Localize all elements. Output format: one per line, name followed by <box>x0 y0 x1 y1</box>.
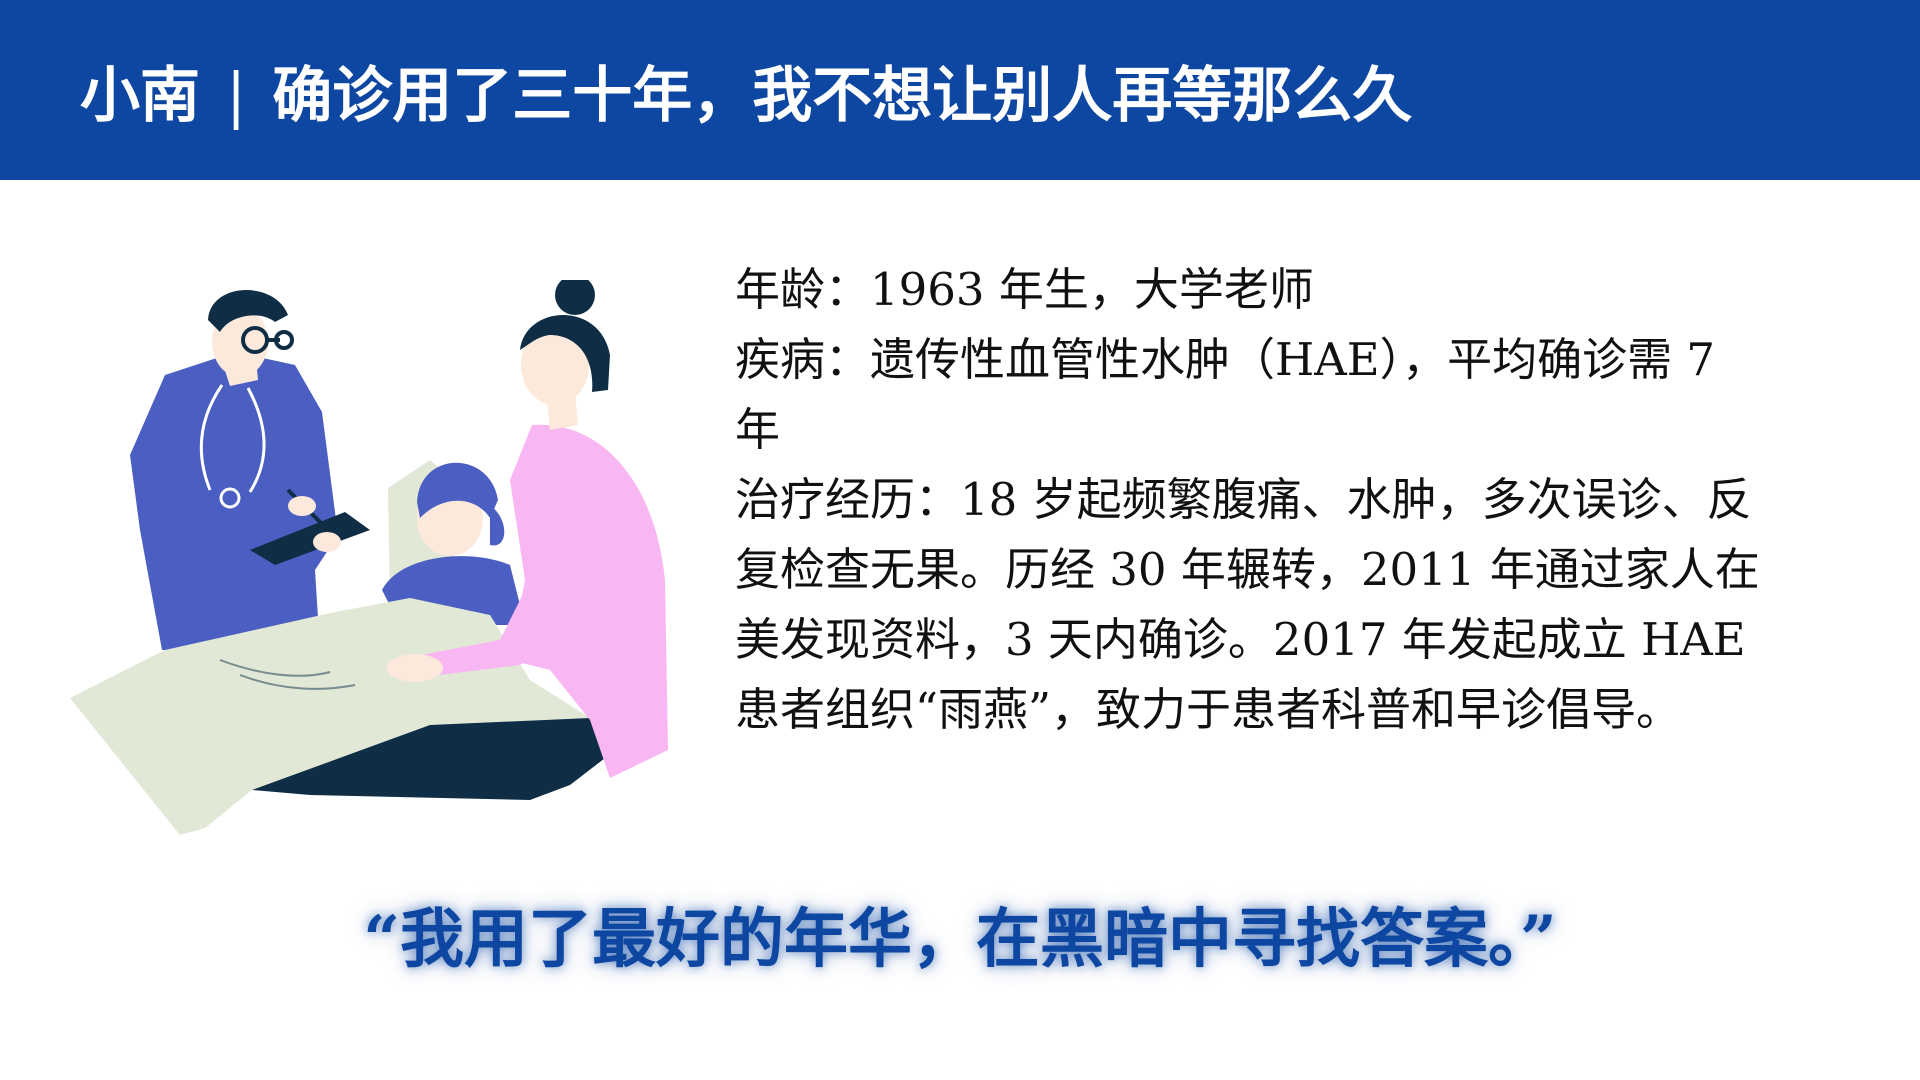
title-separator: | <box>226 61 247 131</box>
person-name: 小南 <box>80 61 200 131</box>
doctor-coat <box>130 352 338 650</box>
caregiver-pants <box>252 718 635 800</box>
caregiver-face <box>521 325 589 405</box>
clipboard <box>250 512 370 565</box>
caregiver-hair-bun <box>555 275 595 315</box>
treatment-line: 治疗经历：18 岁起频繁腹痛、水肿，多次误诊、反复检查无果。历经 30 年辗转，… <box>735 473 1760 736</box>
disease-line: 疾病：遗传性血管性水肿（HAE），平均确诊需 7 年 <box>735 333 1716 456</box>
doctor-hair <box>208 290 288 332</box>
caregiver-hair <box>520 315 610 392</box>
patient-hair <box>417 462 498 518</box>
age-line: 年龄：1963 年生，大学老师 <box>735 263 1314 316</box>
title-text: 确诊用了三十年，我不想让别人再等那么久 <box>272 61 1413 131</box>
header-banner: 小南 | 确诊用了三十年，我不想让别人再等那么久 <box>0 0 1920 180</box>
pull-quote: “我用了最好的年华，在黑暗中寻找答案。” <box>363 902 1557 977</box>
profile-info: 年龄：1963 年生，大学老师 疾病：遗传性血管性水肿（HAE），平均确诊需 7… <box>735 255 1765 745</box>
caregiver-sweater <box>510 424 668 778</box>
doctor-patient-illustration <box>70 275 710 840</box>
stethoscope <box>199 384 266 493</box>
page-title: 小南 | 确诊用了三十年，我不想让别人再等那么久 <box>80 56 1412 136</box>
caregiver-arm <box>405 590 536 678</box>
